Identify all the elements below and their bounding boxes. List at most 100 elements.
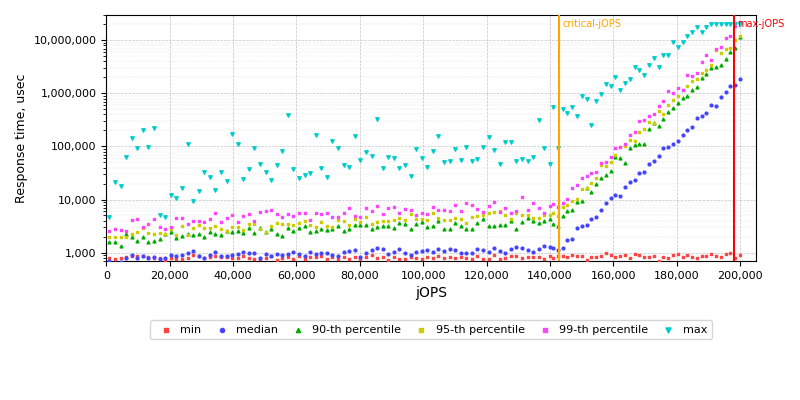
- 95-th percentile: [710, 47, 722, 53]
- median: [494, 248, 506, 254]
- min: [359, 254, 372, 260]
- 90-th percentile: [618, 160, 631, 166]
- 99-th percentile: [126, 217, 138, 223]
- 99-th percentile: [647, 110, 660, 117]
- max: [477, 144, 490, 150]
- min: [315, 253, 328, 259]
- 99-th percentile: [348, 213, 361, 219]
- median: [254, 255, 266, 262]
- max: [690, 24, 703, 30]
- 99-th percentile: [662, 88, 674, 94]
- 99-th percentile: [438, 207, 450, 213]
- 90-th percentile: [614, 154, 626, 161]
- min: [426, 255, 439, 262]
- max: [695, 29, 708, 35]
- 95-th percentile: [404, 211, 417, 217]
- max: [652, 64, 665, 71]
- max: [705, 21, 718, 28]
- min: [666, 252, 679, 258]
- max: [293, 175, 306, 181]
- median: [734, 76, 746, 82]
- 95-th percentile: [214, 226, 227, 232]
- 90-th percentile: [510, 226, 523, 232]
- 99-th percentile: [338, 209, 350, 216]
- 90-th percentile: [398, 221, 411, 228]
- 95-th percentile: [734, 32, 746, 39]
- min: [449, 254, 462, 261]
- min: [164, 255, 177, 262]
- min: [265, 253, 278, 259]
- 99-th percentile: [175, 215, 188, 221]
- 90-th percentile: [254, 225, 266, 231]
- 99-th percentile: [666, 90, 679, 96]
- 90-th percentile: [652, 122, 665, 129]
- 95-th percentile: [471, 213, 484, 219]
- 99-th percentile: [633, 118, 646, 124]
- 90-th percentile: [387, 225, 400, 232]
- 99-th percentile: [315, 211, 328, 217]
- 99-th percentile: [477, 209, 490, 215]
- 90-th percentile: [647, 119, 660, 126]
- 90-th percentile: [623, 144, 636, 151]
- 90-th percentile: [304, 228, 317, 235]
- median: [599, 200, 612, 206]
- 95-th percentile: [103, 234, 116, 240]
- min: [338, 254, 350, 260]
- 99-th percentile: [365, 208, 378, 214]
- min: [662, 255, 674, 262]
- 95-th percentile: [338, 218, 350, 224]
- median: [466, 250, 478, 257]
- min: [652, 258, 665, 264]
- max: [120, 154, 133, 160]
- median: [604, 194, 617, 201]
- 95-th percentile: [332, 217, 345, 223]
- median: [282, 250, 294, 257]
- 90-th percentile: [237, 230, 250, 236]
- 90-th percentile: [137, 234, 150, 240]
- 95-th percentile: [348, 216, 361, 222]
- 95-th percentile: [561, 202, 574, 208]
- max: [415, 155, 428, 162]
- median: [551, 247, 564, 253]
- median: [647, 158, 660, 164]
- 95-th percentile: [599, 163, 612, 169]
- min: [203, 253, 216, 260]
- 99-th percentile: [719, 35, 732, 42]
- max: [566, 104, 578, 110]
- median: [354, 254, 366, 261]
- 90-th percentile: [449, 220, 462, 226]
- max: [354, 157, 366, 164]
- 99-th percentile: [681, 72, 694, 79]
- 95-th percentile: [226, 224, 238, 230]
- 99-th percentile: [282, 211, 294, 217]
- median: [443, 246, 456, 252]
- max: [321, 174, 334, 180]
- 95-th percentile: [298, 217, 311, 224]
- 99-th percentile: [454, 208, 467, 214]
- 99-th percentile: [729, 23, 742, 30]
- 95-th percentile: [231, 224, 244, 230]
- median: [287, 249, 300, 255]
- min: [494, 256, 506, 262]
- min: [237, 252, 250, 259]
- 95-th percentile: [628, 137, 641, 144]
- min: [443, 254, 456, 260]
- 99-th percentile: [609, 145, 622, 152]
- median: [220, 253, 233, 259]
- median: [170, 252, 182, 259]
- median: [198, 254, 210, 261]
- 99-th percentile: [695, 59, 708, 66]
- median: [438, 248, 450, 254]
- max: [192, 188, 205, 194]
- 90-th percentile: [109, 238, 122, 245]
- min: [421, 254, 434, 260]
- max: [332, 145, 345, 151]
- max: [282, 112, 294, 118]
- 95-th percentile: [415, 216, 428, 222]
- 90-th percentile: [556, 213, 569, 219]
- max: [561, 109, 574, 116]
- 99-th percentile: [265, 206, 278, 213]
- max: [398, 161, 411, 168]
- min: [276, 255, 289, 262]
- 99-th percentile: [148, 216, 161, 222]
